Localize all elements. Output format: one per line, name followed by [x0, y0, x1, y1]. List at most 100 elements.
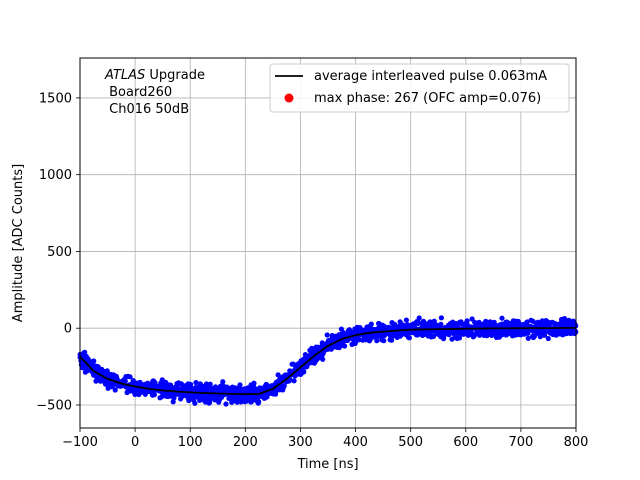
scatter-point: [449, 323, 454, 328]
scatter-point: [269, 383, 274, 388]
legend: average interleaved pulse 0.063mA max ph…: [270, 64, 569, 112]
scatter-point: [415, 332, 420, 337]
scatter-point: [435, 332, 440, 337]
scatter-point: [244, 398, 249, 403]
scatter-point: [206, 398, 211, 403]
annotation-line-3: Ch016 50dB: [105, 102, 189, 117]
scatter-point: [330, 335, 335, 340]
scatter-point: [186, 398, 191, 403]
scatter-point: [439, 315, 444, 320]
scatter-point: [276, 387, 281, 392]
scatter-point: [377, 321, 382, 326]
scatter-point: [526, 336, 531, 341]
y-tick-label: 1000: [39, 168, 72, 183]
x-tick-label: 500: [398, 435, 423, 450]
scatter-point: [455, 336, 460, 341]
scatter-point: [233, 396, 238, 401]
legend-entry-max-phase: max phase: 267 (OFC amp=0.076): [314, 91, 541, 106]
scatter-point: [315, 357, 320, 362]
scatter-point: [342, 343, 347, 348]
scatter-point: [179, 381, 184, 386]
scatter-point: [360, 338, 365, 343]
scatter-point: [213, 384, 218, 389]
scatter-point: [365, 336, 370, 341]
x-tick-label: 700: [508, 435, 533, 450]
scatter-point: [150, 380, 155, 385]
scatter-point: [163, 381, 168, 386]
scatter-point: [99, 367, 104, 372]
scatter-point: [182, 393, 187, 398]
scatter-point: [532, 334, 537, 339]
x-tick-label: 300: [288, 435, 313, 450]
scatter-point: [554, 333, 559, 338]
scatter-point: [110, 384, 115, 389]
scatter-point: [393, 332, 398, 337]
y-tick-label: −500: [36, 398, 72, 413]
scatter-point: [171, 399, 176, 404]
x-tick-label: 800: [564, 435, 589, 450]
scatter-point: [107, 373, 112, 378]
annotation-atlas: ATLAS: [104, 68, 145, 83]
scatter-point: [457, 320, 462, 325]
scatter-point: [472, 333, 477, 338]
scatter-point: [511, 318, 516, 323]
scatter-point: [188, 383, 193, 388]
scatter-point: [270, 391, 275, 396]
scatter-point: [434, 323, 439, 328]
scatter-point: [290, 362, 295, 367]
scatter-point: [488, 319, 493, 324]
scatter-point: [256, 401, 261, 406]
scatter-point: [336, 345, 341, 350]
annotation-line-2: Board260: [105, 85, 172, 100]
scatter-point: [546, 321, 551, 326]
scatter-point: [398, 319, 403, 324]
scatter-point: [363, 328, 368, 333]
scatter-point: [282, 383, 287, 388]
scatter-point: [499, 316, 504, 321]
x-tick-label: 600: [453, 435, 478, 450]
scatter-point: [100, 378, 105, 383]
x-tick-label: 400: [343, 435, 368, 450]
scatter-point: [417, 315, 422, 320]
scatter-point: [223, 401, 228, 406]
scatter-point: [563, 318, 568, 323]
scatter-point: [510, 333, 515, 338]
x-tick-label: −100: [62, 435, 98, 450]
scatter-point: [208, 382, 213, 387]
scatter-point: [525, 331, 530, 336]
legend-red-dot-swatch: [285, 94, 294, 103]
x-tick-label: 200: [233, 435, 258, 450]
scatter-point: [114, 374, 119, 379]
y-axis-label: Amplitude [ADC Counts]: [11, 164, 26, 322]
x-tick-label: 100: [178, 435, 203, 450]
scatter-point: [488, 329, 493, 334]
scatter-point: [404, 318, 409, 323]
scatter-point: [192, 401, 197, 406]
scatter-point: [131, 379, 136, 384]
legend-entry-average-pulse: average interleaved pulse 0.063mA: [314, 69, 547, 84]
scatter-point: [546, 336, 551, 341]
scatter-point: [131, 389, 136, 394]
scatter-point: [344, 332, 349, 337]
scatter-point: [276, 372, 281, 377]
scatter-point: [416, 320, 421, 325]
scatter-point: [441, 332, 446, 337]
scatter-point: [531, 329, 536, 334]
scatter-point: [422, 331, 427, 336]
scatter-point: [329, 347, 334, 352]
scatter-point: [377, 326, 382, 331]
scatter-point: [492, 331, 497, 336]
scatter-point: [82, 350, 87, 355]
scatter-point: [250, 396, 255, 401]
x-axis-label: Time [ns]: [296, 457, 358, 472]
scatter-point: [389, 338, 394, 343]
y-tick-label: 1500: [39, 91, 72, 106]
scatter-point: [220, 379, 225, 384]
scatter-point: [429, 334, 434, 339]
scatter-point: [391, 322, 396, 327]
annotation-line-1: ATLAS Upgrade: [104, 68, 205, 83]
scatter-point: [475, 321, 480, 326]
scatter-point: [409, 323, 414, 328]
scatter-point: [425, 321, 430, 326]
